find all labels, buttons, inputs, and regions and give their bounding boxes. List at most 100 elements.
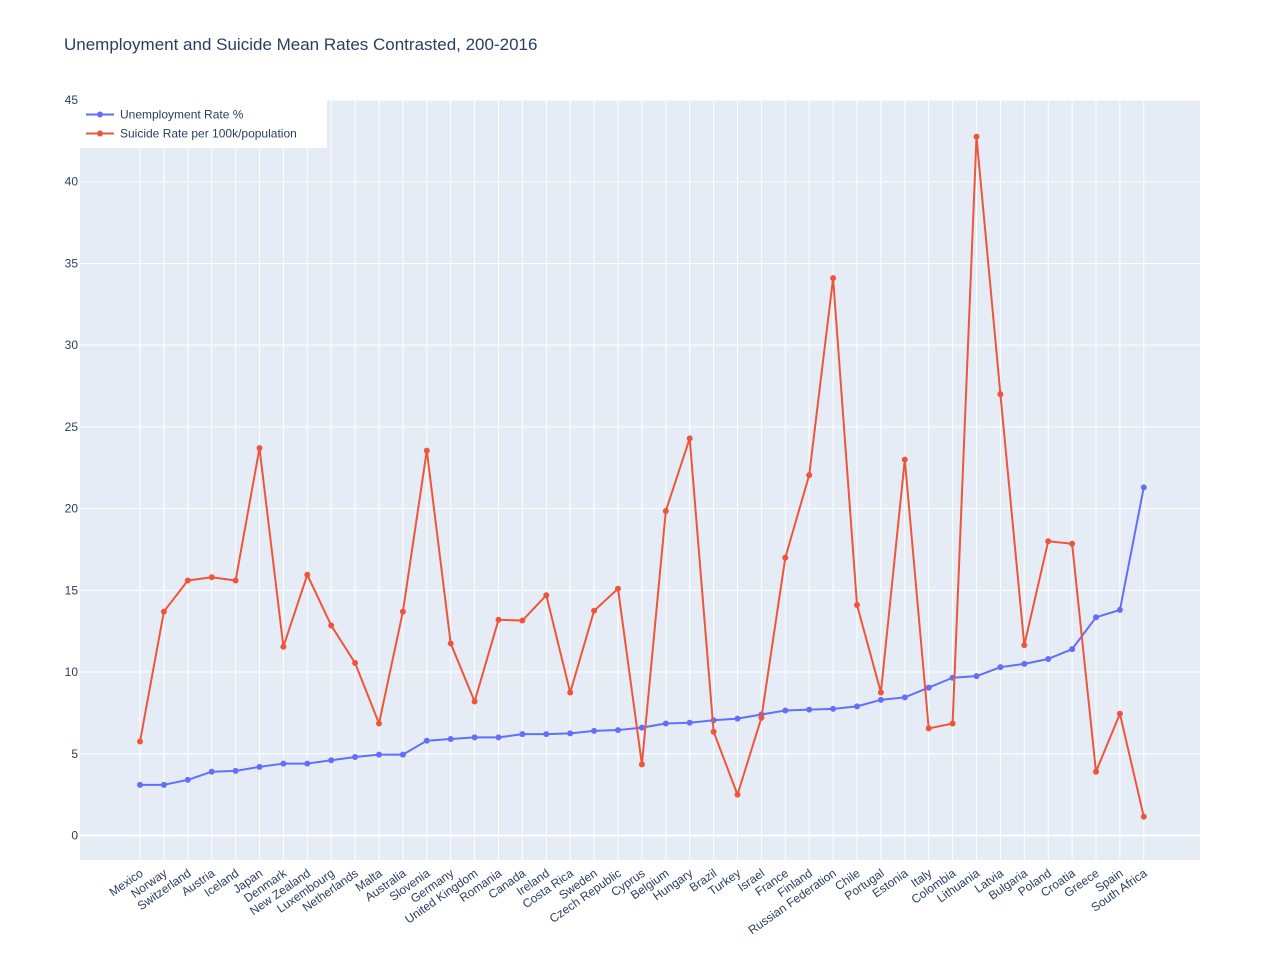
- data-point-suicide: [447, 640, 454, 647]
- data-point-suicide: [591, 607, 598, 614]
- data-point-suicide: [1021, 642, 1028, 649]
- data-point-unemployment: [423, 737, 430, 744]
- y-tick-label: 25: [65, 420, 79, 434]
- data-point-unemployment: [1045, 655, 1052, 662]
- data-point-suicide: [1069, 540, 1076, 547]
- data-point-unemployment: [519, 731, 526, 738]
- y-tick-label: 15: [65, 583, 79, 597]
- series-group: [137, 133, 1147, 820]
- data-point-suicide: [949, 720, 956, 727]
- data-point-suicide: [830, 275, 837, 282]
- data-point-unemployment: [447, 736, 454, 743]
- data-point-suicide: [877, 689, 884, 696]
- data-point-unemployment: [208, 768, 215, 775]
- x-axis: MexicoNorwaySwitzerlandAustriaIcelandJap…: [107, 865, 1150, 937]
- data-point-unemployment: [160, 781, 167, 788]
- data-point-suicide: [208, 574, 215, 581]
- data-point-unemployment: [280, 760, 287, 767]
- y-tick-label: 45: [65, 93, 79, 107]
- y-tick-label: 40: [65, 175, 79, 189]
- data-point-unemployment: [686, 719, 693, 726]
- data-point-unemployment: [925, 684, 932, 691]
- data-point-suicide: [399, 608, 406, 615]
- data-point-suicide: [925, 725, 932, 732]
- data-point-suicide: [734, 791, 741, 798]
- data-point-suicide: [304, 571, 311, 578]
- y-tick-label: 5: [71, 747, 78, 761]
- chart-title: Unemployment and Suicide Mean Rates Cont…: [64, 35, 537, 54]
- data-point-suicide: [1116, 710, 1123, 717]
- legend-label-suicide: Suicide Rate per 100k/population: [120, 127, 297, 141]
- data-point-unemployment: [877, 696, 884, 703]
- data-point-suicide: [567, 689, 574, 696]
- data-point-suicide: [758, 714, 765, 721]
- legend-item-suicide[interactable]: Suicide Rate per 100k/population: [86, 127, 297, 141]
- data-point-unemployment: [376, 751, 382, 758]
- data-point-unemployment: [399, 751, 406, 758]
- data-point-suicide: [471, 698, 478, 705]
- data-point-suicide: [973, 133, 980, 140]
- y-tick-label: 10: [65, 665, 79, 679]
- data-point-suicide: [137, 738, 143, 745]
- data-point-unemployment: [328, 757, 335, 764]
- data-point-unemployment: [806, 706, 813, 713]
- data-point-unemployment: [615, 727, 621, 734]
- data-point-suicide: [423, 447, 430, 454]
- data-point-suicide: [901, 456, 908, 463]
- data-point-unemployment: [1140, 484, 1147, 491]
- data-point-suicide: [352, 660, 359, 667]
- data-point-unemployment: [304, 760, 311, 767]
- data-point-suicide: [854, 602, 860, 609]
- data-point-suicide: [184, 577, 191, 584]
- data-point-unemployment: [495, 734, 502, 741]
- data-point-suicide: [280, 643, 287, 650]
- data-point-unemployment: [997, 664, 1004, 671]
- data-point-suicide: [160, 608, 167, 615]
- data-point-suicide: [543, 592, 550, 599]
- data-point-suicide: [232, 577, 239, 584]
- data-point-unemployment: [567, 730, 574, 737]
- y-tick-label: 0: [71, 828, 78, 842]
- data-point-suicide: [1093, 768, 1099, 775]
- data-point-suicide: [1045, 538, 1052, 545]
- y-tick-label: 30: [65, 338, 79, 352]
- legend-item-unemployment[interactable]: Unemployment Rate %: [86, 108, 244, 122]
- y-axis: 0 5 10 15 20 25 30 35 40 45: [65, 93, 79, 842]
- legend-background: [80, 100, 327, 148]
- data-point-unemployment: [352, 754, 359, 761]
- data-point-unemployment: [232, 767, 239, 774]
- data-point-unemployment: [543, 731, 550, 738]
- data-point-unemployment: [184, 776, 191, 783]
- data-point-unemployment: [662, 720, 669, 727]
- data-point-unemployment: [256, 763, 263, 770]
- data-point-suicide: [782, 554, 789, 561]
- data-point-suicide: [519, 617, 526, 624]
- data-point-unemployment: [137, 781, 143, 788]
- data-point-unemployment: [1093, 614, 1099, 621]
- data-point-suicide: [806, 472, 813, 479]
- data-point-suicide: [997, 391, 1004, 398]
- data-point-unemployment: [1069, 646, 1076, 653]
- data-point-suicide: [638, 761, 645, 768]
- data-point-unemployment: [638, 724, 645, 731]
- legend-swatch-marker-suicide: [97, 130, 103, 137]
- data-point-unemployment: [901, 694, 908, 701]
- y-tick-label: 35: [65, 256, 79, 270]
- data-point-unemployment: [734, 715, 741, 722]
- data-point-suicide: [615, 585, 621, 592]
- y-tick-label: 20: [65, 502, 79, 516]
- data-point-unemployment: [471, 734, 478, 741]
- data-point-unemployment: [830, 705, 837, 712]
- data-point-suicide: [256, 445, 263, 452]
- data-point-unemployment: [1021, 660, 1028, 667]
- data-point-suicide: [495, 616, 502, 623]
- data-point-unemployment: [782, 707, 789, 714]
- legend-swatch-marker-unemployment: [97, 111, 103, 118]
- data-point-suicide: [1140, 813, 1147, 820]
- legend[interactable]: Unemployment Rate % Suicide Rate per 100…: [80, 100, 327, 148]
- data-point-unemployment: [973, 673, 980, 680]
- legend-label-unemployment: Unemployment Rate %: [120, 108, 244, 122]
- data-point-suicide: [710, 728, 717, 735]
- plot-area: [80, 100, 1200, 860]
